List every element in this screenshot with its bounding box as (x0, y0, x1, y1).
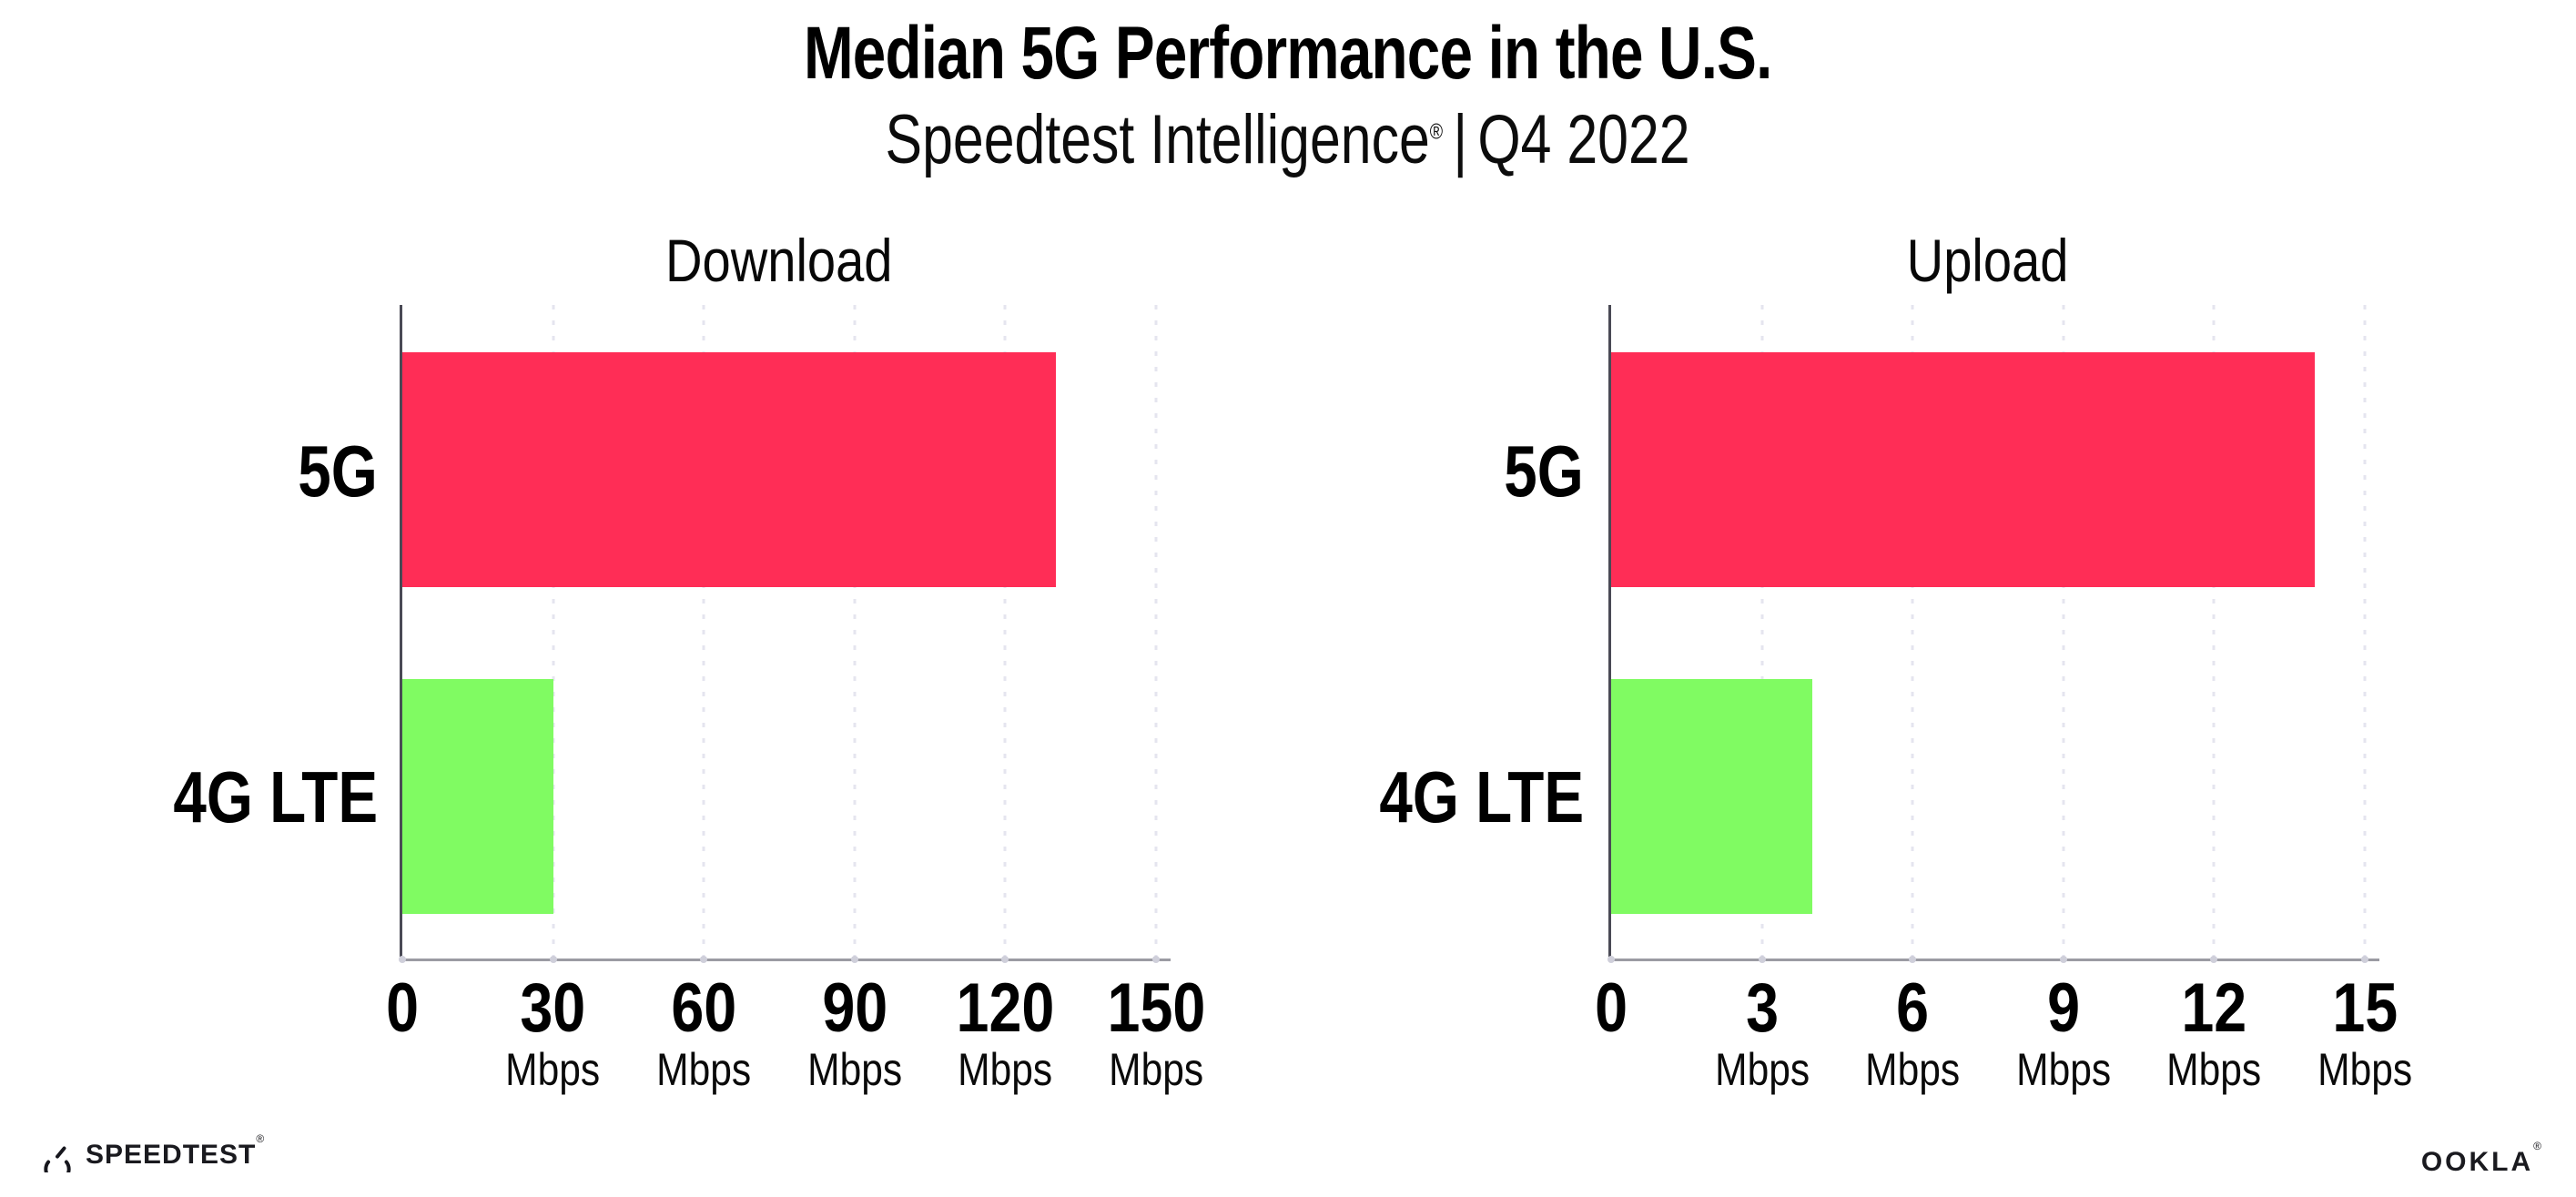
speedtest-wordmark: SPEEDTEST (86, 1140, 257, 1170)
speedtest-registered-icon: ® (256, 1132, 265, 1145)
upload-x-axis (1608, 959, 2379, 961)
subtitle-period: Q4 2022 (1477, 101, 1691, 178)
upload-tick-label-3: 3 (1746, 969, 1779, 1047)
upload-tick-unit-12: Mbps (2166, 1044, 2261, 1095)
ookla-wordmark: OOKLA (2420, 1147, 2534, 1177)
download-axis-tick-30 (549, 956, 557, 963)
upload-tick-label-0: 0 (1595, 969, 1628, 1047)
download-axis-tick-150 (1152, 956, 1160, 963)
speedtest-gauge-icon (44, 1146, 71, 1172)
download-tick-unit-150: Mbps (1109, 1044, 1203, 1095)
download-y-axis (400, 305, 402, 961)
download-plot-area (399, 305, 1171, 963)
download-tick-unit-30: Mbps (505, 1044, 600, 1095)
upload-tick-label-15: 15 (2332, 969, 2398, 1047)
upload-axis-tick-15 (2361, 956, 2368, 963)
upload-tick-label-6: 6 (1896, 969, 1929, 1047)
download-category-label-4g-lte: 4G LTE (173, 756, 378, 837)
download-chart-title: Download (665, 227, 893, 294)
download-tick-label-0: 0 (386, 969, 419, 1047)
download-tick-label-150: 150 (1107, 969, 1205, 1047)
upload-axis-tick-3 (1758, 956, 1766, 963)
upload-tick-label-12: 12 (2181, 969, 2246, 1047)
upload-axis-tick-9 (2059, 956, 2067, 963)
upload-gridline-6 (1911, 305, 1914, 959)
download-axis-tick-0 (399, 956, 406, 963)
download-tick-unit-60: Mbps (656, 1044, 751, 1095)
upload-chart-title: Upload (1907, 227, 2069, 294)
upload-plot-area (1607, 305, 2379, 963)
figure-title: Median 5G Performance in the U.S. (0, 12, 2576, 95)
upload-tick-unit-15: Mbps (2317, 1044, 2412, 1095)
download-axis-tick-60 (700, 956, 708, 963)
upload-5g-bar (1611, 352, 2315, 587)
upload-axis-tick-12 (2210, 956, 2218, 963)
download-gridline-90 (853, 305, 857, 959)
speedtest-logo: SPEEDTEST® (40, 1132, 264, 1172)
download-gridline-30 (552, 305, 555, 959)
download-gridline-150 (1154, 305, 1158, 959)
registered-trademark-icon: ® (1430, 119, 1444, 145)
upload-gridline-3 (1760, 305, 1764, 959)
download-tick-label-120: 120 (956, 969, 1054, 1047)
download-category-label-5g: 5G (298, 431, 378, 512)
download-x-axis (400, 959, 1171, 961)
upload-gridline-15 (2363, 305, 2367, 959)
download-tick-label-60: 60 (671, 969, 736, 1047)
upload-y-axis (1608, 305, 1611, 961)
download-tick-unit-90: Mbps (807, 1044, 902, 1095)
download-5g-bar (402, 352, 1056, 587)
upload-gridline-9 (2062, 305, 2065, 959)
ookla-registered-icon: ® (2533, 1140, 2541, 1152)
upload-axis-tick-0 (1607, 956, 1615, 963)
upload-4g-lte-bar (1611, 679, 1812, 914)
download-axis-tick-90 (850, 956, 858, 963)
figure-subtitle: Speedtest Intelligence® | Q4 2022 (0, 104, 2576, 177)
download-tick-label-90: 90 (822, 969, 887, 1047)
download-4g-lte-bar (402, 679, 553, 914)
upload-tick-label-9: 9 (2047, 969, 2080, 1047)
download-tick-unit-120: Mbps (958, 1044, 1052, 1095)
upload-gridline-12 (2212, 305, 2216, 959)
ookla-logo: OOKLA® (2420, 1140, 2541, 1178)
subtitle-separator: | (1453, 101, 1468, 178)
upload-tick-unit-6: Mbps (1865, 1044, 1960, 1095)
upload-category-label-5g: 5G (1504, 431, 1584, 512)
upload-tick-unit-3: Mbps (1715, 1044, 1810, 1095)
download-gridline-60 (702, 305, 705, 959)
figure-title-text: Median 5G Performance in the U.S. (804, 12, 1772, 95)
upload-category-label-4g-lte: 4G LTE (1379, 756, 1584, 837)
download-tick-label-30: 30 (520, 969, 585, 1047)
download-axis-tick-120 (1001, 956, 1009, 963)
upload-tick-unit-9: Mbps (2016, 1044, 2111, 1095)
upload-axis-tick-6 (1909, 956, 1917, 963)
download-gridline-120 (1003, 305, 1007, 959)
subtitle-brand: Speedtest Intelligence (885, 101, 1431, 178)
